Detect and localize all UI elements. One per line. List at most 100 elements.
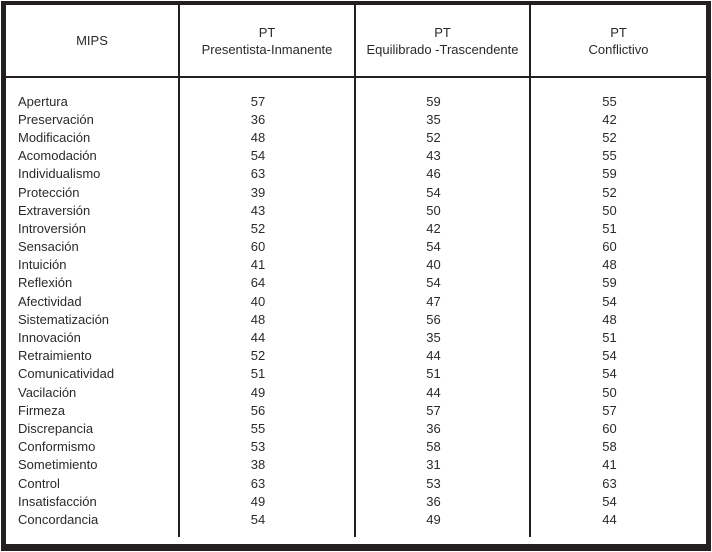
table-row: Individualismo 63 46 59 (6, 164, 706, 183)
mips-scale-label: Introversión (18, 220, 86, 236)
pt-score-value: 54 (529, 364, 706, 383)
pt-score-value: 54 (354, 273, 530, 293)
mips-scale-label: Reflexión (18, 275, 73, 291)
table-row: Concordancia 54 49 44 (6, 510, 706, 529)
table-header: MIPS PT Presentista-Inmanente PT Equilib… (6, 5, 706, 78)
mips-scale-label: Comunicatividad (18, 366, 115, 382)
table-row: Sometimiento 38 31 41 (6, 455, 706, 474)
table-row: Control 63 53 63 (6, 473, 706, 493)
mips-scale-label: Apertura (18, 93, 68, 109)
pt-score-value: 44 (354, 346, 530, 365)
pt-score-value: 58 (354, 437, 530, 456)
pt-score-value: 54 (529, 292, 706, 311)
pt-score-value: 54 (178, 510, 355, 529)
pt-score-value: 31 (354, 455, 530, 474)
pt-score-value: 40 (178, 292, 355, 311)
pt-score-value: 54 (178, 146, 355, 165)
pt-score-value: 56 (178, 401, 355, 420)
column-header-pt-equilibrado-trascendente: PT Equilibrado -Trascendente (354, 5, 530, 78)
table-row: Reflexión 64 54 59 (6, 273, 706, 293)
pt-score-value: 36 (354, 492, 530, 511)
pt-score-value: 63 (178, 164, 355, 183)
pt-score-value: 63 (178, 473, 355, 493)
pt-score-value: 57 (178, 92, 355, 111)
pt-score-value: 52 (178, 346, 355, 365)
column-title: PT (610, 24, 627, 40)
pt-score-value: 59 (354, 92, 530, 111)
mips-scale-label: Conformismo (18, 439, 96, 455)
mips-scale-label: Sensación (18, 239, 79, 255)
pt-score-value: 53 (354, 473, 530, 493)
pt-score-value: 59 (529, 164, 706, 183)
column-subtitle: Conflictivo (588, 41, 649, 57)
pt-score-value: 48 (529, 310, 706, 329)
pt-score-value: 54 (354, 182, 530, 202)
pt-score-value: 49 (354, 510, 530, 529)
pt-score-value: 42 (354, 219, 530, 238)
mips-scale-label: Afectividad (18, 293, 82, 309)
pt-score-value: 41 (178, 255, 355, 274)
mips-scale-label: Vacilación (18, 384, 77, 400)
table-row: Sensación 60 54 60 (6, 237, 706, 256)
mips-scale-label: Preservación (18, 111, 94, 127)
table-row: Preservación 36 35 42 (6, 110, 706, 129)
pt-score-value: 43 (354, 146, 530, 165)
pt-score-value: 35 (354, 328, 530, 347)
table-row: Extraversión 43 50 50 (6, 201, 706, 220)
column-header-pt-conflictivo: PT Conflictivo (529, 5, 706, 78)
pt-score-value: 51 (529, 219, 706, 238)
table-row: Conformismo 53 58 58 (6, 437, 706, 456)
pt-score-value: 52 (529, 182, 706, 202)
table-row: Retraimiento 52 44 54 (6, 346, 706, 365)
mips-scale-label: Firmeza (18, 402, 65, 418)
table-top-spacer (6, 77, 706, 92)
column-header-mips: MIPS (6, 5, 179, 78)
pt-score-value: 55 (529, 146, 706, 165)
pt-score-value: 42 (529, 110, 706, 129)
column-subtitle: Equilibrado -Trascendente (366, 41, 519, 57)
mips-scale-label: Retraimiento (18, 348, 92, 364)
table-row: Modificación 48 52 52 (6, 128, 706, 147)
pt-score-value: 51 (354, 364, 530, 383)
pt-score-value: 48 (529, 255, 706, 274)
mips-scale-label: Intuición (18, 257, 67, 273)
table-body: Apertura 57 59 55 Preservación 36 35 42 Modifica… (6, 77, 706, 537)
column-subtitle: Presentista-Inmanente (201, 41, 333, 57)
mips-scale-label: Sistematización (18, 311, 110, 327)
mips-scale-label: Sometimiento (18, 457, 98, 473)
pt-score-value: 55 (529, 92, 706, 111)
pt-score-value: 52 (178, 219, 355, 238)
pt-score-value: 39 (178, 182, 355, 202)
pt-score-value: 54 (529, 346, 706, 365)
pt-score-value: 54 (354, 237, 530, 256)
mips-scale-label: Individualismo (18, 166, 101, 182)
pt-score-value: 43 (178, 201, 355, 220)
pt-score-value: 54 (529, 492, 706, 511)
pt-score-value: 59 (529, 273, 706, 293)
table-row: Introversión 52 42 51 (6, 219, 706, 238)
table-row: Sistematización 48 56 48 (6, 310, 706, 329)
pt-score-value: 44 (354, 383, 530, 402)
mips-scale-label: Modificación (18, 129, 91, 145)
table-row: Vacilación 49 44 50 (6, 383, 706, 402)
mips-scale-label: Concordancia (18, 511, 99, 527)
header-row: MIPS PT Presentista-Inmanente PT Equilib… (6, 5, 706, 78)
table-bottom-spacer (6, 528, 706, 537)
pt-score-value: 40 (354, 255, 530, 274)
pt-score-value: 57 (529, 401, 706, 420)
column-header-pt-presentista-inmanente: PT Presentista-Inmanente (178, 5, 355, 78)
pt-score-value: 53 (178, 437, 355, 456)
pt-score-value: 46 (354, 164, 530, 183)
mips-scores-table: MIPS PT Presentista-Inmanente PT Equilib… (6, 5, 706, 537)
mips-scale-label: Discrepancia (18, 420, 94, 436)
pt-score-value: 64 (178, 273, 355, 293)
mips-scale-label: Control (18, 475, 60, 491)
pt-score-value: 35 (354, 110, 530, 129)
mips-scale-label: Insatisfacción (18, 493, 97, 509)
pt-score-value: 58 (529, 437, 706, 456)
pt-score-value: 52 (354, 128, 530, 147)
mips-scale-label: Protección (18, 184, 80, 200)
pt-score-value: 50 (354, 201, 530, 220)
column-title: PT (434, 24, 451, 40)
pt-score-value: 38 (178, 455, 355, 474)
